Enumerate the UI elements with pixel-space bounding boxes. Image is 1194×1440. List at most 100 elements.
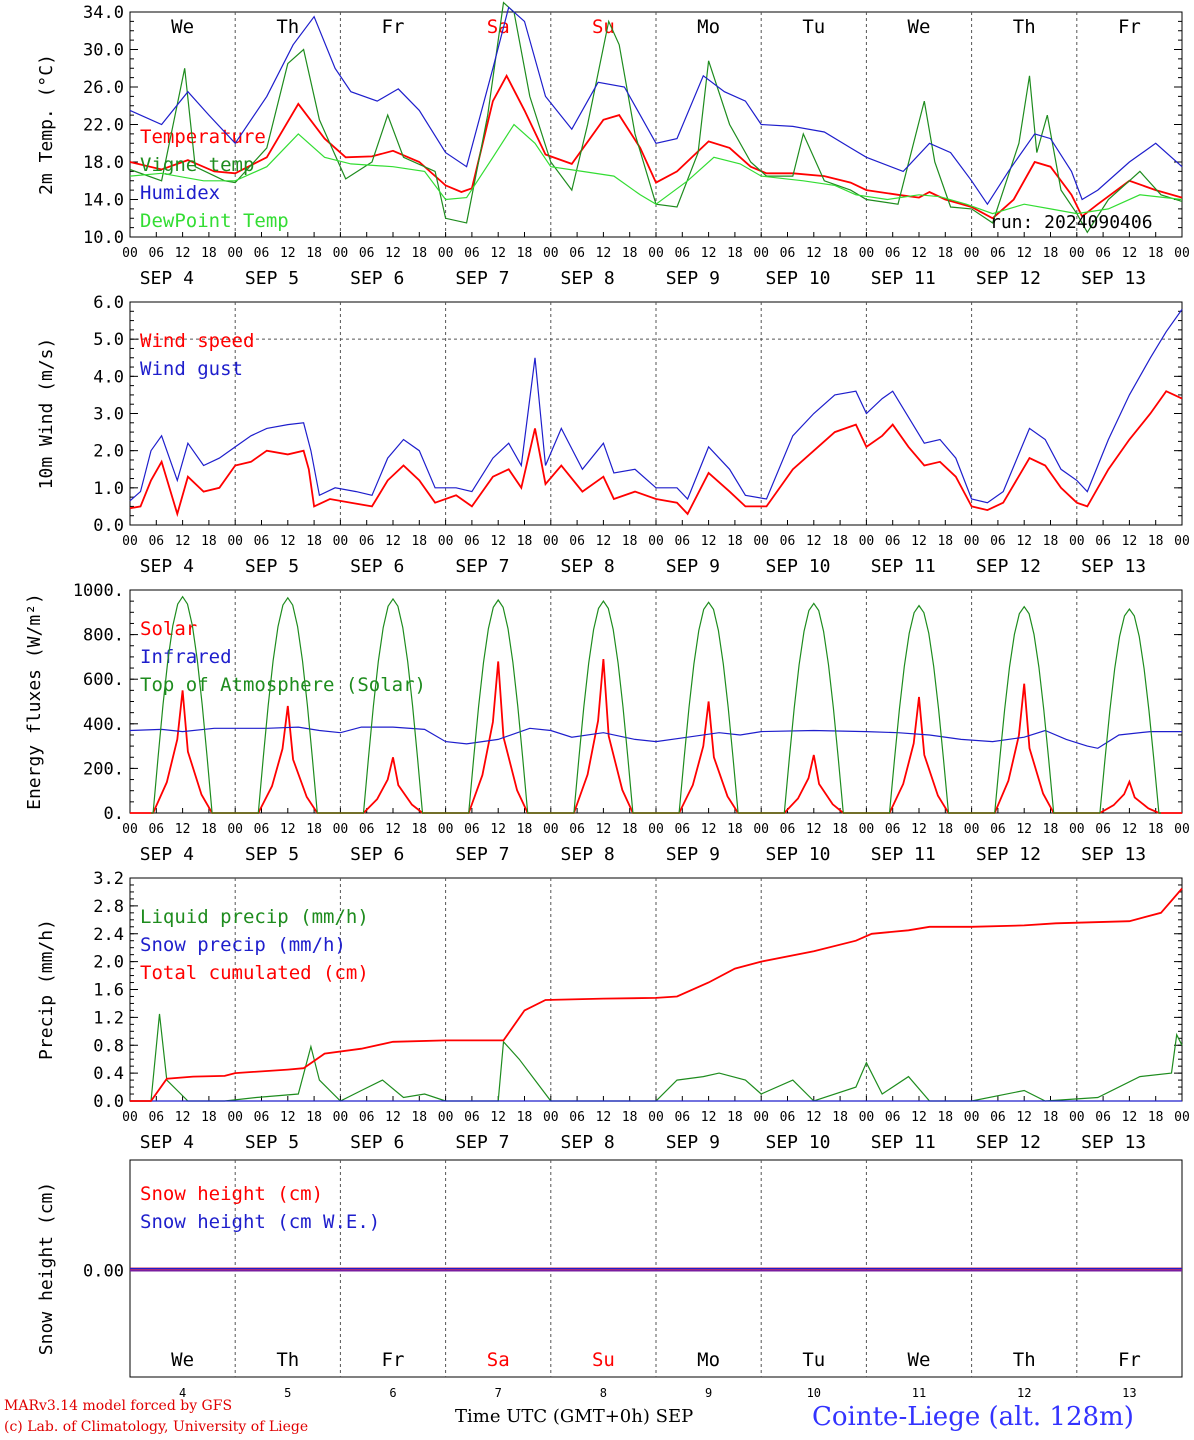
day-name-label: We [171,16,194,38]
legend-entry: Snow height (cm) [140,1183,323,1205]
hour-tick-label: 06 [148,534,164,549]
date-label: SEP 7 [455,556,509,577]
hour-tick-label: 18 [201,246,217,261]
series-line [129,123,1183,215]
date-label: SEP 6 [350,268,404,289]
hour-tick-label: 06 [254,246,270,261]
hour-tick-label: 18 [201,534,217,549]
day-name-label: Mo [697,1349,720,1371]
hour-tick-label: 12 [911,1110,927,1125]
day-name-label: Th [1013,1349,1036,1371]
date-label: SEP 9 [666,268,720,289]
hour-tick-label: 06 [569,1110,585,1125]
legend-entry: Humidex [140,182,220,204]
hour-tick-label: 12 [701,822,717,837]
hour-tick-label: 00 [1174,822,1190,837]
hour-tick-label: 18 [832,1110,848,1125]
hour-tick-label: 12 [1122,246,1138,261]
hour-tick-label: 18 [411,534,427,549]
hour-tick-label: 12 [911,246,927,261]
hour-tick-label: 18 [1043,246,1059,261]
date-label: SEP 6 [350,556,404,577]
date-label: SEP 13 [1081,268,1146,289]
legend-entry: Wind gust [140,358,243,380]
hour-tick-label: 06 [464,1110,480,1125]
date-label: SEP 4 [140,268,194,289]
day-number-label: 5 [284,1386,291,1400]
hour-tick-label: 00 [648,246,664,261]
x-axis-title: Time UTC (GMT+0h) SEP [455,1406,693,1427]
hour-tick-label: 06 [464,822,480,837]
date-label: SEP 7 [455,268,509,289]
hour-tick-label: 00 [438,822,454,837]
hour-tick-label: 18 [937,534,953,549]
hour-tick-label: 12 [175,1110,191,1125]
copyright-credit: (c) Lab. of Climatology, University of L… [4,1419,309,1435]
hour-tick-label: 00 [227,822,243,837]
hour-tick-label: 12 [280,1110,296,1125]
date-label: SEP 10 [766,844,831,865]
hour-tick-label: 00 [648,1110,664,1125]
date-label: SEP 8 [561,1132,615,1153]
hour-tick-label: 18 [1148,822,1164,837]
hour-tick-label: 18 [727,246,743,261]
run-annotation: run: 2024090406 [990,212,1153,233]
hour-tick-label: 12 [175,246,191,261]
date-label: SEP 11 [871,268,936,289]
hour-tick-label: 06 [148,1110,164,1125]
date-label: SEP 7 [455,844,509,865]
hour-tick-label: 18 [832,246,848,261]
hour-tick-label: 00 [543,1110,559,1125]
y-tick-label: 400. [83,715,124,735]
hour-tick-label: 00 [859,534,875,549]
series-line [129,6,1183,206]
hour-tick-label: 12 [490,822,506,837]
date-label: SEP 5 [245,1132,299,1153]
hour-tick-label: 00 [122,822,138,837]
hour-tick-label: 12 [1016,246,1032,261]
date-label: SEP 9 [666,556,720,577]
y-tick-label: 22.0 [83,116,124,136]
panel-5: 0.00 Snow height (cm) We 4 Th 5 Fr 6 Sa 7 Su 8 Mo 9 Tu… [36,1159,1183,1400]
hour-tick-label: 12 [175,822,191,837]
date-label: SEP 8 [561,268,615,289]
hour-tick-label: 00 [333,246,349,261]
hour-tick-label: 00 [438,246,454,261]
y-tick-label: 0.00 [83,1262,124,1282]
hour-tick-label: 18 [517,822,533,837]
hour-tick-label: 06 [674,822,690,837]
hour-tick-label: 00 [753,1110,769,1125]
date-label: SEP 13 [1081,844,1146,865]
hour-tick-label: 12 [701,1110,717,1125]
date-label: SEP 4 [140,844,194,865]
hour-tick-label: 18 [937,822,953,837]
legend-entry: Wind speed [140,330,254,352]
series-line [130,1013,1183,1102]
date-label: SEP 12 [976,268,1041,289]
hour-tick-label: 06 [885,822,901,837]
hour-tick-label: 18 [622,822,638,837]
hour-tick-label: 00 [859,246,875,261]
y-axis-label: 2m Temp. (°C) [36,54,57,195]
hour-tick-label: 06 [990,246,1006,261]
series-line [151,595,1161,814]
hour-tick-label: 12 [1122,822,1138,837]
hour-tick-label: 00 [648,822,664,837]
hour-tick-label: 00 [438,1110,454,1125]
hour-tick-label: 18 [1043,534,1059,549]
date-label: SEP 8 [561,556,615,577]
hour-tick-label: 06 [464,246,480,261]
hour-tick-label: 18 [411,1110,427,1125]
hour-tick-label: 18 [306,534,322,549]
hour-tick-label: 18 [517,246,533,261]
hour-tick-label: 06 [148,822,164,837]
y-tick-label: 18.0 [83,153,124,173]
hour-tick-label: 06 [1095,534,1111,549]
day-name-label: Su [592,1349,615,1371]
hour-tick-label: 00 [1069,534,1085,549]
hour-tick-label: 12 [806,822,822,837]
hour-tick-label: 00 [964,246,980,261]
y-tick-label: 4.0 [93,367,124,387]
date-label: SEP 9 [666,1132,720,1153]
series-line [129,309,1183,504]
